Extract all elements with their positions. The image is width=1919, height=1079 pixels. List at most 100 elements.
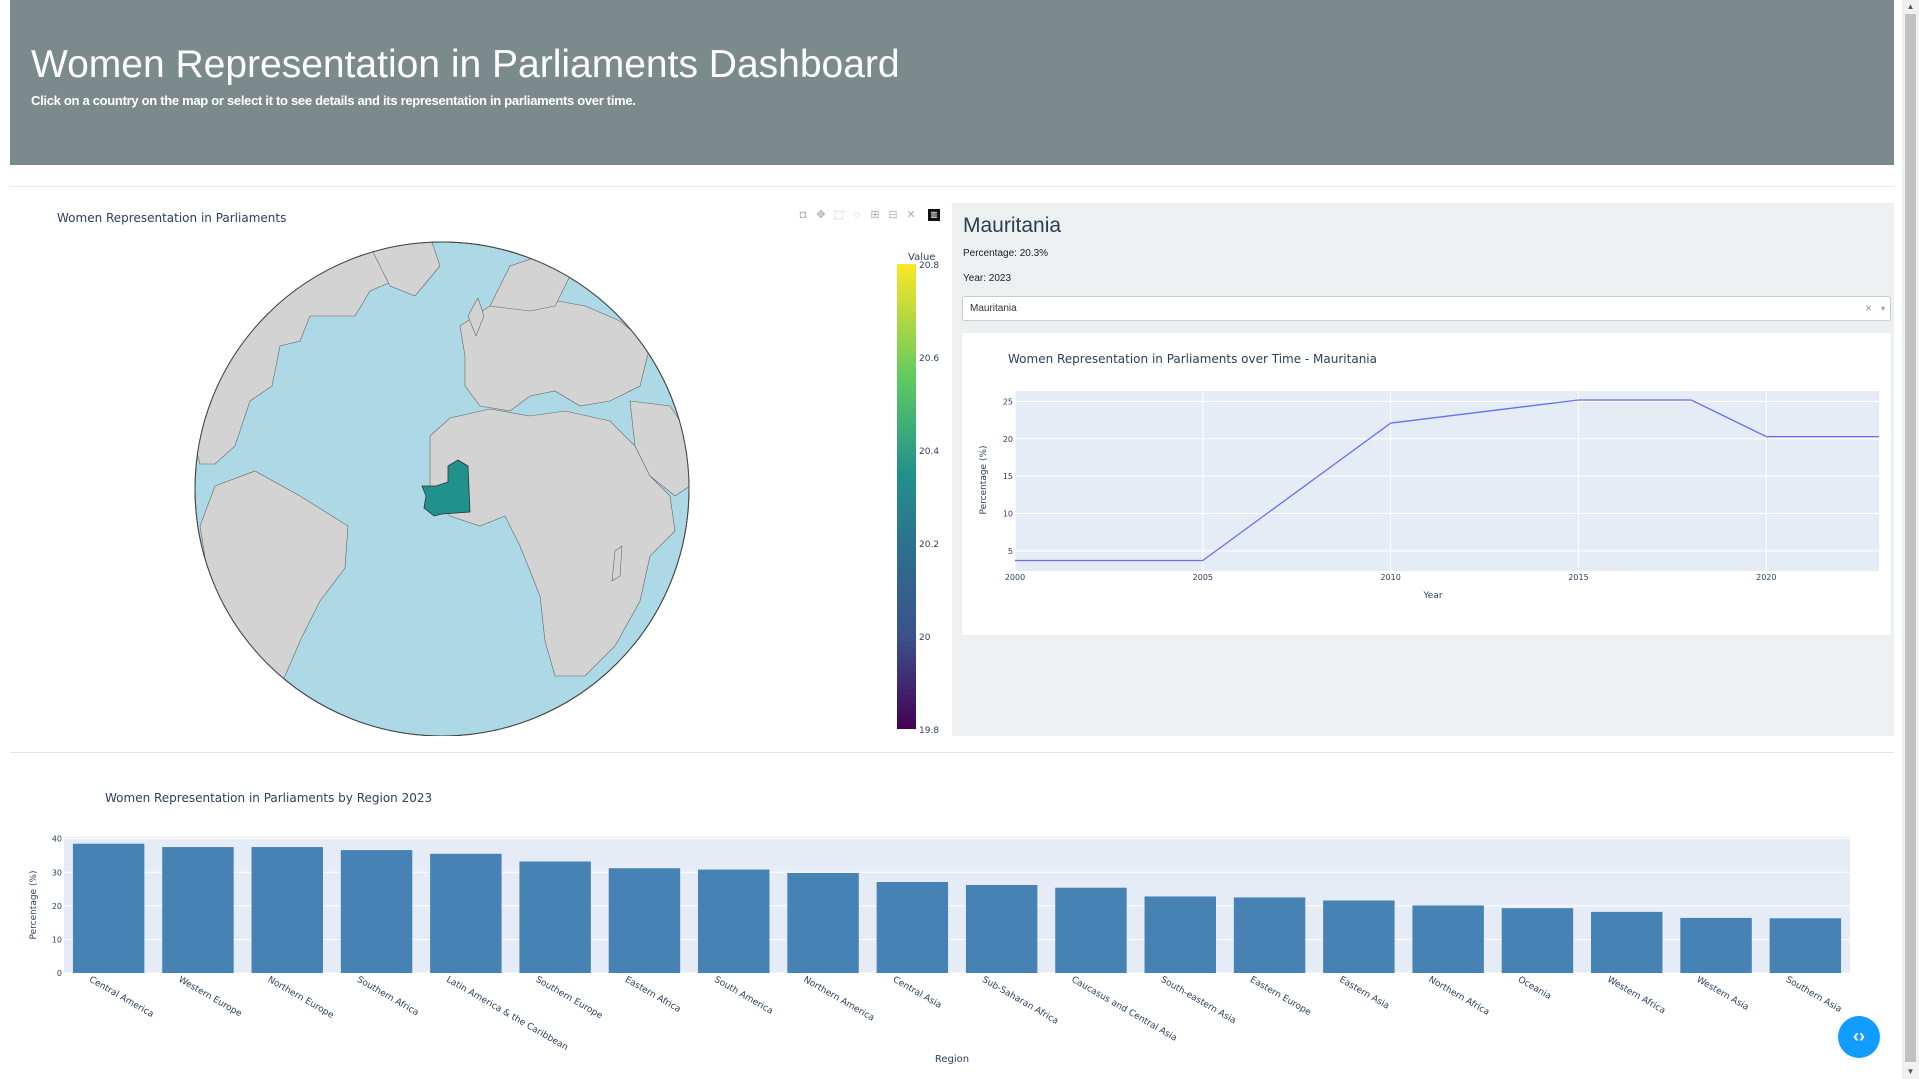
colorbar-tick: 20.2 — [919, 540, 939, 550]
page-subtitle: Click on a country on the map or select … — [31, 93, 636, 108]
colorbar — [897, 264, 916, 729]
region-bar[interactable] — [72, 843, 145, 973]
bar-y-tick: 40 — [52, 835, 62, 844]
country-name: Mauritania — [963, 214, 1062, 237]
region-bar[interactable] — [1233, 897, 1306, 973]
zoom-in-icon[interactable]: ⊞ — [870, 209, 880, 221]
region-bar[interactable] — [1323, 900, 1395, 973]
bar-x-tick: Western Asia — [1695, 975, 1751, 1013]
globe-map[interactable]: Value 20.8 20.6 20.4 20.2 20 19.8 — [10, 196, 950, 736]
uk-landmass[interactable] — [467, 297, 485, 337]
line-y-label: Percentage (%) — [979, 445, 989, 514]
region-bar[interactable] — [1680, 917, 1752, 973]
bar-y-tick: 30 — [52, 868, 62, 877]
box-select-icon[interactable]: ⬚ — [833, 209, 845, 221]
bar-x-tick: Eastern Europe — [1248, 975, 1313, 1018]
greenland-landmass[interactable] — [369, 236, 441, 297]
bar-x-tick: Southern Europe — [534, 975, 605, 1022]
scroll-up-icon[interactable]: ▲ — [1906, 2, 1915, 11]
colorbar-tick: 20 — [919, 633, 931, 643]
region-bar[interactable] — [162, 847, 234, 973]
pan-icon[interactable]: ✥ — [816, 209, 826, 221]
line-x-tick: 2000 — [1005, 573, 1025, 582]
region-bar[interactable] — [965, 885, 1038, 973]
divider — [10, 752, 1894, 753]
line-x-tick: 2010 — [1380, 573, 1400, 582]
code-icon: ‹› — [1853, 1026, 1865, 1046]
region-bar[interactable] — [430, 853, 502, 973]
line-y-tick: 15 — [1003, 472, 1013, 481]
code-toggle-button[interactable]: ‹› — [1838, 1016, 1880, 1058]
region-bar[interactable] — [787, 872, 859, 973]
scrollbar-thumb[interactable] — [1905, 14, 1916, 1062]
line-y-tick: 25 — [1003, 397, 1013, 406]
plotly-logo-icon[interactable]: ▥ — [928, 209, 940, 221]
region-bar[interactable] — [1055, 887, 1127, 973]
globe-outline — [194, 241, 690, 736]
bar-x-tick: Western Africa — [1605, 975, 1667, 1016]
bar-y-tick: 10 — [52, 935, 62, 944]
region-bar[interactable] — [1144, 896, 1216, 973]
bar-plot-area — [64, 837, 1850, 973]
region-bar[interactable] — [608, 868, 681, 973]
country-select-dropdown[interactable]: Mauritania × ▾ — [962, 296, 1891, 321]
bar-y-label: Percentage (%) — [29, 870, 39, 939]
bar-x-tick: Oceania — [1516, 975, 1553, 1002]
bar-x-tick: Central Asia — [891, 975, 943, 1011]
colorbar-tick: 19.8 — [919, 726, 939, 736]
bar-x-tick: Sub-Saharan Africa — [980, 975, 1060, 1027]
percentage-text: Percentage: 20.3% — [963, 248, 1049, 259]
camera-icon[interactable]: ◘ — [799, 209, 807, 221]
page-title: Women Representation in Parliaments Dash… — [31, 43, 900, 86]
line-y-tick: 20 — [1003, 435, 1013, 444]
region-bar[interactable] — [1769, 918, 1842, 973]
bar-y-tick: 20 — [52, 902, 62, 911]
region-bar[interactable] — [1501, 908, 1574, 973]
bar-x-tick: Northern America — [802, 975, 876, 1024]
line-plot-area — [1015, 391, 1879, 571]
madagascar-landmass[interactable] — [611, 545, 623, 582]
region-bar[interactable] — [519, 861, 591, 973]
africa-landmass[interactable] — [429, 408, 676, 677]
dashboard-header: Women Representation in Parliaments Dash… — [10, 0, 1894, 165]
colorbar-ticks: 20.8 20.6 20.4 20.2 20 19.8 — [919, 261, 939, 736]
region-bar-panel[interactable]: Women Representation in Parliaments by R… — [10, 770, 1894, 1070]
region-bar[interactable] — [251, 847, 323, 973]
bar-x-tick: Central America — [87, 975, 155, 1020]
line-y-tick: 5 — [1008, 547, 1013, 556]
lasso-icon[interactable]: ◌ — [853, 209, 861, 221]
middle-east-landmass[interactable] — [629, 400, 690, 497]
line-chart[interactable]: Women Representation in Parliaments over… — [962, 333, 1891, 635]
chevron-down-icon[interactable]: ▾ — [1880, 304, 1885, 313]
bar-x-tick: South America — [712, 975, 774, 1017]
bar-x-tick: Northern Africa — [1427, 975, 1491, 1018]
bar-y-tick: 0 — [57, 969, 62, 978]
bar-x-tick: Northern Europe — [266, 975, 336, 1021]
map-panel[interactable]: Women Representation in Parliaments — [10, 196, 950, 736]
region-bar[interactable] — [1412, 905, 1484, 973]
divider — [10, 186, 1894, 187]
line-chart-card[interactable]: Women Representation in Parliaments over… — [962, 333, 1891, 635]
region-bar[interactable] — [340, 850, 413, 973]
clear-icon[interactable]: × — [1864, 301, 1872, 315]
page-scrollbar[interactable]: ▲ ▼ — [1902, 0, 1919, 1079]
region-bar[interactable] — [876, 881, 949, 973]
colorbar-tick: 20.6 — [919, 354, 939, 364]
line-y-tick: 10 — [1003, 509, 1013, 518]
reset-icon[interactable]: ✕ — [906, 209, 916, 221]
bar-x-tick: Southern Asia — [1784, 975, 1843, 1015]
region-bar[interactable] — [1591, 911, 1663, 973]
bar-chart-title: Women Representation in Parliaments by R… — [105, 791, 432, 805]
region-bar[interactable] — [698, 869, 770, 973]
bar-x-tick: Eastern Africa — [623, 975, 682, 1015]
line-series — [1015, 399, 1879, 562]
country-detail-panel: Mauritania Percentage: 20.3% Year: 2023 … — [952, 203, 1894, 736]
line-chart-title: Women Representation in Parliaments over… — [1008, 352, 1377, 366]
country-mauritania[interactable] — [421, 459, 471, 517]
zoom-out-icon[interactable]: ⊟ — [888, 209, 898, 221]
plot-modebar: ◘ ✥ ⬚ ◌ ⊞ ⊟ ✕ ▥ — [796, 208, 940, 222]
bar-x-tick: Eastern Asia — [1337, 975, 1390, 1012]
scroll-down-icon[interactable]: ▼ — [1906, 1067, 1915, 1076]
map-title: Women Representation in Parliaments — [57, 211, 287, 225]
region-bar-chart[interactable]: Women Representation in Parliaments by R… — [10, 770, 1894, 1070]
